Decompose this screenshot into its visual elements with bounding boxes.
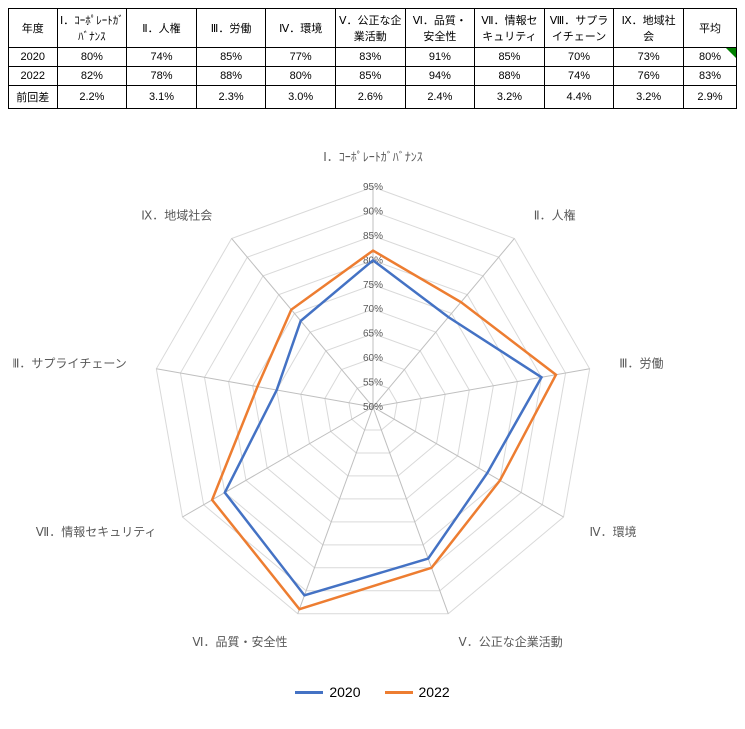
cell-value: 88%: [475, 67, 545, 86]
svg-text:95%: 95%: [362, 182, 382, 193]
svg-text:Ⅳ．環境: Ⅳ．環境: [589, 524, 636, 539]
cell-value: 3.1%: [127, 86, 197, 109]
svg-text:Ⅴ．公正な企業活動: Ⅴ．公正な企業活動: [458, 634, 562, 649]
cell-value: 2.2%: [57, 86, 127, 109]
svg-text:90%: 90%: [362, 206, 382, 217]
svg-text:Ⅶ．情報セキュリティ: Ⅶ．情報セキュリティ: [35, 525, 156, 539]
radar-chart: 50%55%60%65%70%75%80%85%90%95%Ⅰ．ｺｰﾎﾟﾚｰﾄｶ…: [13, 117, 733, 700]
svg-text:50%: 50%: [362, 402, 382, 413]
legend-item: 2022: [385, 684, 450, 700]
chart-legend: 2020 2022: [13, 684, 733, 700]
cell-value: 76%: [614, 67, 684, 86]
cell-value: 74%: [544, 67, 614, 86]
svg-text:Ⅲ．労働: Ⅲ．労働: [619, 357, 663, 371]
radar-svg: 50%55%60%65%70%75%80%85%90%95%Ⅰ．ｺｰﾎﾟﾚｰﾄｶ…: [13, 117, 733, 677]
cell-value: 85%: [335, 67, 405, 86]
cell-value: 85%: [196, 48, 266, 67]
svg-text:Ⅰ．ｺｰﾎﾟﾚｰﾄｶﾞﾊﾞﾅﾝｽ: Ⅰ．ｺｰﾎﾟﾚｰﾄｶﾞﾊﾞﾅﾝｽ: [323, 150, 423, 164]
cell-year: 2022: [9, 67, 58, 86]
header-cat-6: Ⅶ．情報セキュリティ: [475, 9, 545, 48]
cell-value: 2.3%: [196, 86, 266, 109]
cell-value: 3.2%: [614, 86, 684, 109]
cell-year: 前回差: [9, 86, 58, 109]
cell-value: 94%: [405, 67, 475, 86]
header-cat-2: Ⅲ．労働: [196, 9, 266, 48]
svg-text:Ⅱ．人権: Ⅱ．人権: [533, 207, 575, 222]
cell-value: 83%: [335, 48, 405, 67]
legend-label: 2022: [419, 684, 450, 700]
cell-value: 3.0%: [266, 86, 336, 109]
svg-text:85%: 85%: [362, 231, 382, 242]
legend-label: 2020: [329, 684, 360, 700]
table-row: 202080%74%85%77%83%91%85%70%73%80%: [9, 48, 737, 67]
table-row: 202282%78%88%80%85%94%88%74%76%83%: [9, 67, 737, 86]
cell-value: 80%: [266, 67, 336, 86]
svg-text:75%: 75%: [362, 280, 382, 291]
header-avg: 平均: [683, 9, 736, 48]
svg-text:65%: 65%: [362, 329, 382, 340]
cell-value: 88%: [196, 67, 266, 86]
svg-text:Ⅷ．サプライチェーン: Ⅷ．サプライチェーン: [13, 357, 127, 371]
cell-value: 82%: [57, 67, 127, 86]
cell-avg: 80%: [683, 48, 736, 67]
header-cat-1: Ⅱ．人権: [127, 9, 197, 48]
header-cat-4: Ⅴ．公正な企業活動: [335, 9, 405, 48]
svg-text:70%: 70%: [362, 304, 382, 315]
cell-value: 85%: [475, 48, 545, 67]
cell-value: 80%: [57, 48, 127, 67]
cell-value: 74%: [127, 48, 197, 67]
cell-value: 70%: [544, 48, 614, 67]
cell-value: 4.4%: [544, 86, 614, 109]
cell-avg: 2.9%: [683, 86, 736, 109]
svg-text:60%: 60%: [362, 353, 382, 364]
svg-text:Ⅵ．品質・安全性: Ⅵ．品質・安全性: [192, 634, 287, 649]
header-cat-5: Ⅵ．品質・安全性: [405, 9, 475, 48]
data-table: 年度 Ⅰ．ｺｰﾎﾟﾚｰﾄｶﾞﾊﾞﾅﾝｽ Ⅱ．人権 Ⅲ．労働 Ⅳ．環境 Ⅴ．公正な…: [8, 8, 737, 109]
table-header-row: 年度 Ⅰ．ｺｰﾎﾟﾚｰﾄｶﾞﾊﾞﾅﾝｽ Ⅱ．人権 Ⅲ．労働 Ⅳ．環境 Ⅴ．公正な…: [9, 9, 737, 48]
svg-text:Ⅸ．地域社会: Ⅸ．地域社会: [141, 207, 212, 222]
svg-text:55%: 55%: [362, 378, 382, 389]
cell-avg: 83%: [683, 67, 736, 86]
cell-value: 77%: [266, 48, 336, 67]
cell-value: 78%: [127, 67, 197, 86]
cell-value: 2.4%: [405, 86, 475, 109]
header-cat-0: Ⅰ．ｺｰﾎﾟﾚｰﾄｶﾞﾊﾞﾅﾝｽ: [57, 9, 127, 48]
header-cat-8: Ⅸ．地域社会: [614, 9, 684, 48]
cell-value: 3.2%: [475, 86, 545, 109]
cell-value: 91%: [405, 48, 475, 67]
legend-item: 2020: [295, 684, 360, 700]
header-cat-7: Ⅷ．サプライチェーン: [544, 9, 614, 48]
header-year: 年度: [9, 9, 58, 48]
header-cat-3: Ⅳ．環境: [266, 9, 336, 48]
cell-value: 73%: [614, 48, 684, 67]
legend-swatch: [295, 691, 323, 694]
table-row: 前回差2.2%3.1%2.3%3.0%2.6%2.4%3.2%4.4%3.2%2…: [9, 86, 737, 109]
cell-value: 2.6%: [335, 86, 405, 109]
legend-swatch: [385, 691, 413, 694]
cell-year: 2020: [9, 48, 58, 67]
